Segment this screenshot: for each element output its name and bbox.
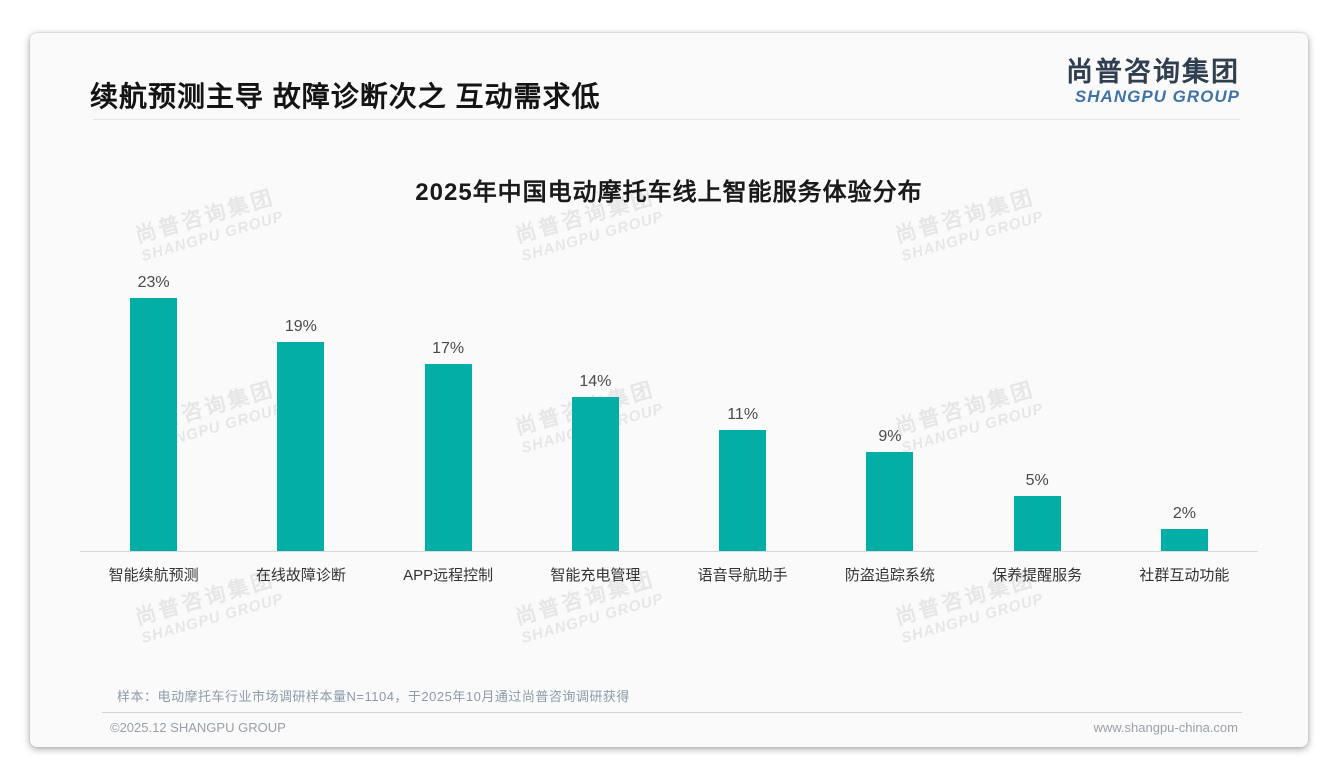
x-axis-labels: 智能续航预测 在线故障诊断 APP远程控制 智能充电管理 语音导航助手 防盗追踪系统 保养提… <box>80 564 1258 585</box>
watermark-en: SHANGPU GROUP <box>899 208 1046 266</box>
bar <box>1013 496 1061 551</box>
bar <box>571 397 619 551</box>
bar <box>719 430 767 551</box>
copyright-text: ©2025.12 SHANGPU GROUP <box>110 720 286 735</box>
bar-column: 9% <box>816 260 963 551</box>
watermark-en: SHANGPU GROUP <box>139 590 286 648</box>
logo-chinese-text: 尚普咨询集团 <box>1066 57 1240 87</box>
bar <box>130 298 178 551</box>
bar-column: 2% <box>1111 260 1258 551</box>
bar-column: 17% <box>375 260 522 551</box>
category-label: APP远程控制 <box>403 567 494 584</box>
footer-divider <box>102 712 1242 713</box>
bar-chart: 23% 19% 17% 14% 11% 9% 5% 2% <box>80 260 1258 551</box>
bar <box>866 452 914 551</box>
bar <box>277 342 325 551</box>
category-label: 智能充电管理 <box>550 567 641 584</box>
bar-column: 23% <box>80 260 227 551</box>
sample-note: 样本：电动摩托车行业市场调研样本量N=1104，于2025年10月通过尚普咨询调… <box>117 689 630 704</box>
bar-column: 5% <box>964 260 1111 551</box>
bar <box>1160 529 1208 551</box>
page-title: 续航预测主导 故障诊断次之 互动需求低 <box>90 81 601 112</box>
title-divider <box>93 119 1240 120</box>
category-label: 社群互动功能 <box>1139 567 1230 584</box>
bar-value-label: 5% <box>1025 472 1049 489</box>
bar <box>424 364 472 551</box>
bar-column: 19% <box>227 260 374 551</box>
company-logo: 尚普咨询集团 SHANGPU GROUP <box>1066 58 1240 106</box>
bar-column: 11% <box>669 260 816 551</box>
category-label: 智能续航预测 <box>108 567 199 584</box>
bar-value-label: 11% <box>727 406 759 423</box>
watermark-en: SHANGPU GROUP <box>519 590 666 648</box>
slide-card: 尚普咨询集团 SHANGPU GROUP 尚普咨询集团 SHANGPU GROUP 尚普… <box>30 33 1308 747</box>
watermark-en: SHANGPU GROUP <box>519 208 666 266</box>
website-url: www.shangpu-china.com <box>1093 720 1238 735</box>
bar-value-label: 9% <box>878 428 902 445</box>
watermark-en: SHANGPU GROUP <box>899 590 1046 648</box>
bar-value-label: 17% <box>432 340 465 357</box>
chart-title: 2025年中国电动摩托车线上智能服务体验分布 <box>415 179 923 206</box>
category-label: 保养提醒服务 <box>992 567 1083 584</box>
logo-english-text: SHANGPU GROUP <box>1074 87 1240 107</box>
bar-value-label: 2% <box>1172 505 1196 522</box>
category-label: 在线故障诊断 <box>255 567 346 584</box>
bar-column: 14% <box>522 260 669 551</box>
x-axis-line <box>80 551 1258 552</box>
bar-value-label: 19% <box>284 318 317 335</box>
watermark-en: SHANGPU GROUP <box>139 208 286 266</box>
category-label: 语音导航助手 <box>697 567 788 584</box>
category-label: 防盗追踪系统 <box>844 567 935 584</box>
bar-value-label: 14% <box>579 373 612 390</box>
bar-value-label: 23% <box>137 274 170 291</box>
